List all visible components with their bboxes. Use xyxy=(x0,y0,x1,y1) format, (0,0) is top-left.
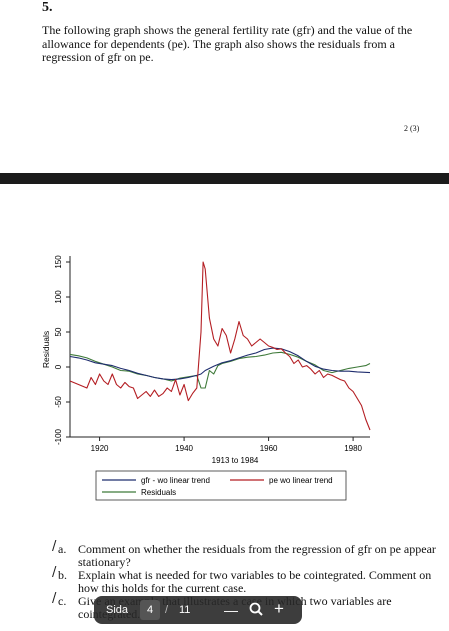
page-mark: 2 (3) xyxy=(404,124,420,133)
page-divider xyxy=(0,173,449,184)
question-letter-c: c. xyxy=(58,594,67,608)
series-line-1 xyxy=(69,261,371,431)
y-tick-label: -100 xyxy=(54,428,63,445)
zoom-out-button[interactable]: — xyxy=(224,602,238,618)
page-separator: / xyxy=(165,604,169,616)
tick-mark-icon: / xyxy=(52,539,57,554)
document-page-bottom xyxy=(0,184,449,631)
document-page-top: 5. The following graph shows the general… xyxy=(0,0,449,173)
current-page-input[interactable]: 4 xyxy=(140,600,160,620)
legend-label: Residuals xyxy=(141,488,176,497)
y-tick-label: 0 xyxy=(54,364,63,369)
question-item-b: b. / Explain what is needed for two vari… xyxy=(52,566,438,595)
zoom-in-button[interactable]: + xyxy=(274,599,284,618)
question-intro: The following graph shows the general fe… xyxy=(42,23,413,64)
y-tick-label: 100 xyxy=(54,290,63,304)
y-tick-label: 150 xyxy=(54,255,63,269)
question-number: 5. xyxy=(42,0,53,15)
pdf-viewer-toolbar: Sida 4 / 11 — + xyxy=(94,596,302,624)
x-tick-label: 1920 xyxy=(91,444,109,453)
question-letter-a: a. xyxy=(58,542,67,556)
legend-label: gfr - wo linear trend xyxy=(141,476,210,485)
x-tick-label: 1980 xyxy=(344,444,362,453)
question-text-b: Explain what is needed for two variables… xyxy=(78,568,432,595)
series-line-2 xyxy=(69,351,371,389)
tick-mark-icon: / xyxy=(52,565,57,580)
y-axis-label: Residuals xyxy=(41,331,51,368)
y-tick-label: -50 xyxy=(54,396,63,408)
legend-label: pe wo linear trend xyxy=(269,476,333,485)
tick-mark-icon: / xyxy=(52,591,57,606)
x-tick-label: 1960 xyxy=(260,444,278,453)
x-axis-label: 1913 to 1984 xyxy=(212,456,259,465)
question-text-a: Comment on whether the residuals from th… xyxy=(78,542,436,569)
series-line-0 xyxy=(69,347,371,381)
zoom-fit-icon[interactable] xyxy=(248,601,264,617)
question-item-a: a. / Comment on whether the residuals fr… xyxy=(52,540,438,569)
total-pages: 11 xyxy=(179,604,191,616)
question-letter-b: b. xyxy=(58,568,67,582)
legend-box xyxy=(95,470,347,501)
x-tick-label: 1940 xyxy=(175,444,193,453)
page-label: Sida xyxy=(106,604,129,616)
y-tick-label: 50 xyxy=(54,327,63,336)
